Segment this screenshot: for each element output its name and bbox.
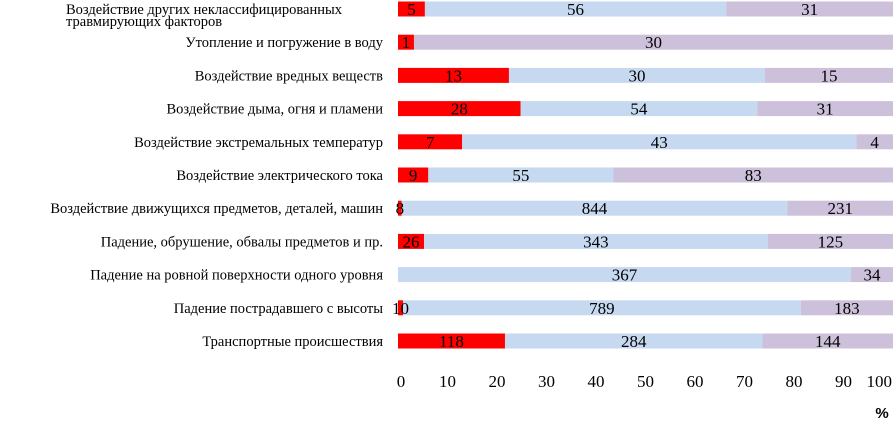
bar-segment (504, 333, 763, 349)
data-label: 10 (392, 299, 409, 318)
data-label: 4 (870, 133, 879, 152)
bar-segment (428, 167, 614, 183)
bar-segment (757, 101, 893, 117)
category-label: Транспортные происшествия (202, 334, 383, 350)
bar-segment (787, 200, 893, 216)
bar-segment (508, 67, 765, 83)
x-tick-labels-layer: 0 10 20 30 40 50 60 70 80 90 100 (397, 372, 892, 391)
data-label: 56 (567, 0, 584, 19)
bar-segment (398, 134, 463, 150)
bar-segment (398, 34, 414, 50)
x-tick-label: 80 (786, 372, 803, 391)
data-label: 7 (426, 133, 435, 152)
bar-segment (424, 233, 768, 249)
category-label: Воздействие вредных веществ (195, 68, 383, 84)
data-label: 43 (651, 133, 668, 152)
bar-segment (398, 167, 429, 183)
data-label: 31 (801, 0, 818, 19)
x-tick-label: 0 (397, 372, 406, 391)
data-label: 31 (817, 100, 834, 119)
category-label: Падение пострадавшего с высоты (174, 301, 384, 317)
category-label: Воздействие движущихся предметов, детале… (50, 201, 383, 217)
data-label: 1 (402, 33, 411, 52)
category-labels-layer: Воздействие других неклассифицированныхт… (50, 2, 383, 350)
x-tick-label: 60 (687, 372, 704, 391)
data-label: 367 (612, 266, 638, 285)
bar-segment (800, 300, 893, 316)
bar-segment (398, 233, 425, 249)
bar-segment (613, 167, 893, 183)
bar-segment (413, 34, 893, 50)
bar-segment (398, 300, 404, 316)
bar-segment (398, 101, 521, 117)
data-label: 28 (451, 100, 468, 119)
bar-segment (398, 200, 402, 216)
data-label: 183 (834, 299, 860, 318)
category-label: Воздействие экстремальных температур (134, 135, 383, 151)
bar-segment (462, 134, 857, 150)
category-label: Воздействие дыма, огня и пламени (167, 102, 384, 118)
data-label: 8 (396, 199, 405, 218)
bar-segment (401, 200, 788, 216)
bar-segment (398, 267, 852, 283)
x-tick-label: 50 (637, 372, 654, 391)
category-label: Воздействие других неклассифицированных (66, 2, 343, 18)
data-label: 13 (445, 66, 462, 85)
data-label: 118 (439, 332, 464, 351)
bar-segment (762, 333, 893, 349)
bar-segment (520, 101, 758, 117)
data-label: 789 (589, 299, 615, 318)
category-label: Падение на ровной поверхности одного уро… (90, 268, 383, 284)
bar-segment (398, 333, 505, 349)
category-label: Утопление и погружение в воду (185, 35, 383, 51)
bar-segment (856, 134, 893, 150)
x-axis-unit-label: % (875, 405, 888, 422)
bar-segment (398, 67, 509, 83)
bar-segment (424, 1, 727, 17)
bar-segment (403, 300, 801, 316)
category-label: Воздействие электрического тока (176, 168, 383, 184)
bars-layer (398, 1, 893, 349)
data-label: 30 (645, 33, 662, 52)
data-label: 284 (621, 332, 647, 351)
bar-segment (398, 1, 425, 17)
x-tick-label: 40 (588, 372, 605, 391)
x-tick-label: 10 (439, 372, 456, 391)
data-label: 30 (628, 66, 645, 85)
data-label: 34 (864, 266, 882, 285)
data-label: 54 (630, 100, 648, 119)
category-label: травмирующих факторов (66, 14, 222, 30)
bar-segment (726, 1, 893, 17)
data-label: 55 (512, 166, 529, 185)
data-label: 26 (403, 232, 420, 251)
bar-segment (851, 267, 893, 283)
x-tick-label: 100 (867, 372, 893, 391)
data-label: 844 (582, 199, 608, 218)
data-label: 15 (820, 66, 837, 85)
x-tick-label: 70 (736, 372, 753, 391)
x-tick-label: 30 (538, 372, 555, 391)
data-label: 5 (407, 0, 416, 19)
data-label: 144 (815, 332, 841, 351)
x-tick-label: 20 (489, 372, 506, 391)
data-label: 343 (583, 232, 609, 251)
category-label: Падение, обрушение, обвалы предметов и п… (101, 234, 383, 250)
bar-segment (764, 67, 893, 83)
bar-segment (767, 233, 893, 249)
data-label: 125 (818, 232, 844, 251)
data-label: 9 (409, 166, 418, 185)
data-label: 83 (745, 166, 762, 185)
x-tick-label: 90 (835, 372, 852, 391)
data-label: 231 (827, 199, 853, 218)
